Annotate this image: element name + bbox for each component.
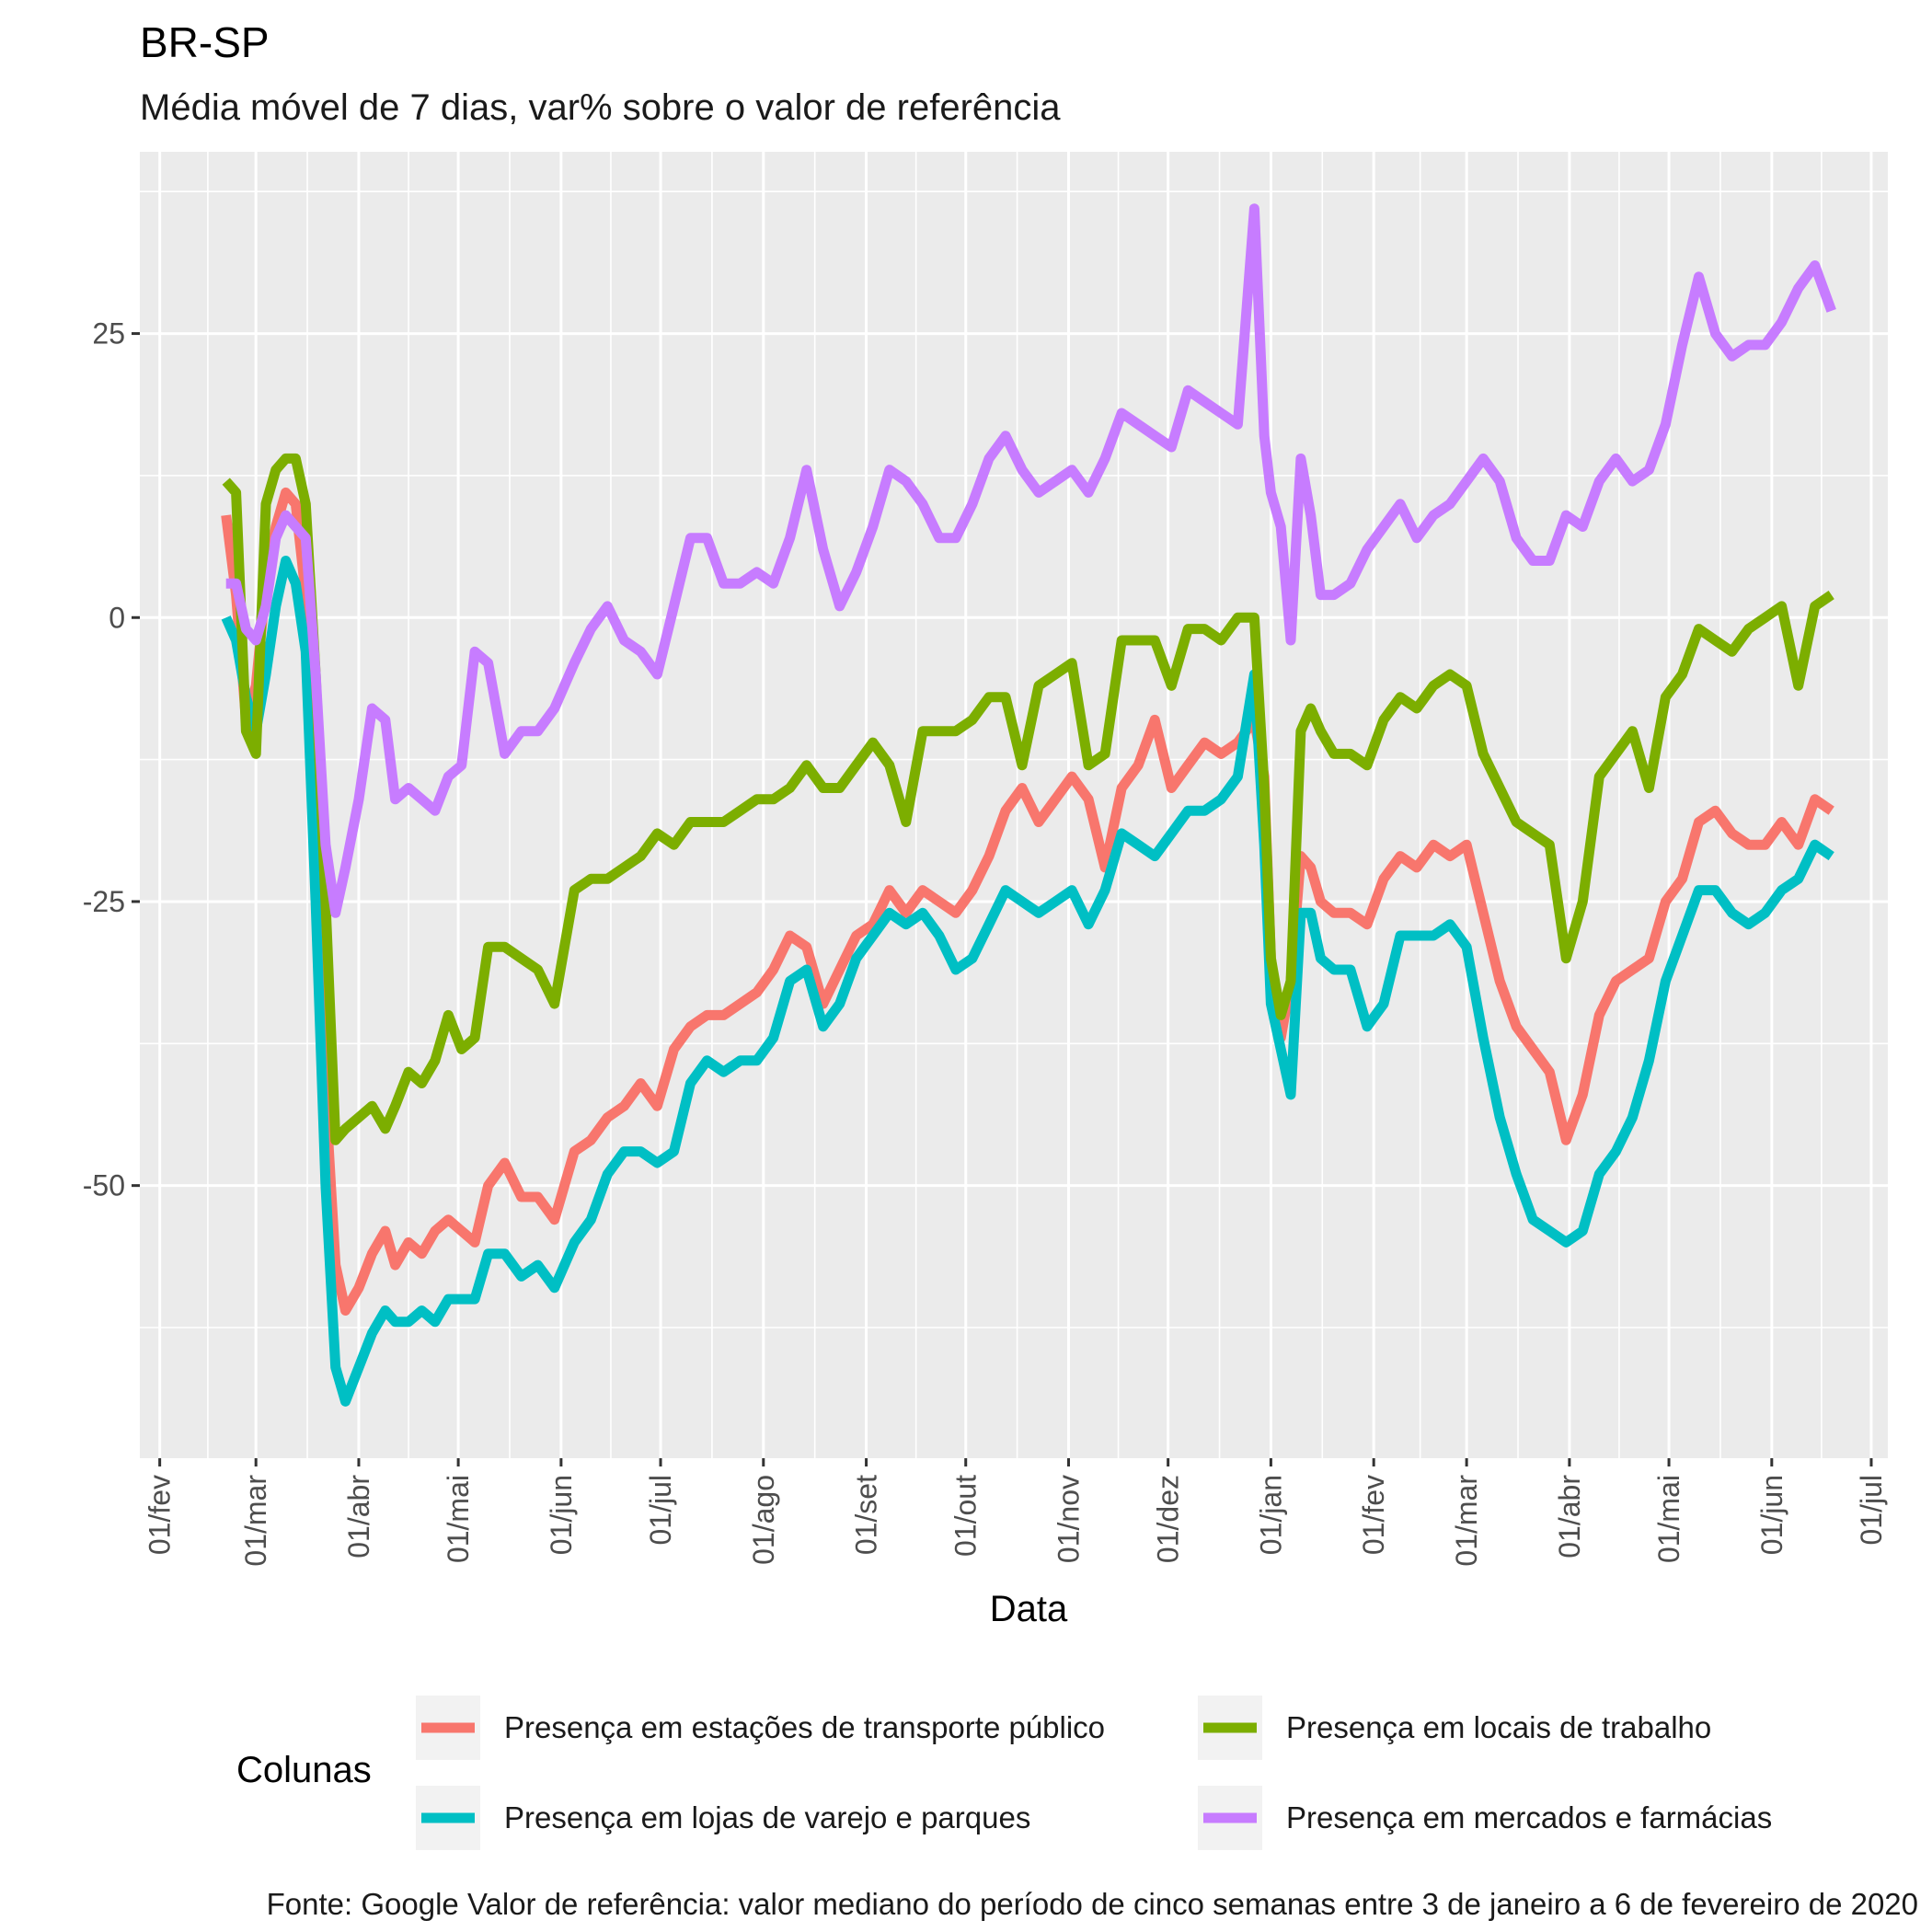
series-line-2	[221, 556, 1834, 1407]
x-axis-title: Data	[990, 1589, 1068, 1629]
y-tick-label: 0	[109, 601, 125, 634]
series-layer	[221, 203, 1836, 1407]
chart-subtitle: Média móvel de 7 dias, var% sobre o valo…	[140, 87, 1061, 128]
x-tick-label: 01/mar	[239, 1475, 272, 1567]
x-tick-label: 01/set	[850, 1475, 883, 1555]
x-tick-label: 01/mai	[442, 1475, 475, 1563]
series-line-3	[222, 453, 1834, 1145]
y-axis: -50 -25 0 25	[83, 317, 140, 1202]
x-tick-label: 01/jun	[545, 1475, 578, 1555]
legend: Colunas Presença em estações de transpor…	[236, 1696, 1772, 1850]
x-tick-label: 01/mai	[1652, 1475, 1685, 1563]
y-tick-label: -50	[83, 1169, 125, 1202]
y-tick-label: -25	[83, 885, 125, 918]
x-tick-label: 01/ago	[747, 1475, 780, 1565]
chart-caption: Fonte: Google Valor de referência: valor…	[267, 1887, 1918, 1921]
x-tick-label: 01/abr	[1553, 1475, 1586, 1558]
x-tick-label: 01/dez	[1152, 1475, 1185, 1563]
legend-label: Presença em lojas de varejo e parques	[504, 1800, 1030, 1834]
series-line-1	[221, 487, 1834, 1316]
x-axis: 01/fev 01/mar 01/abr 01/mai 01/jun 01/jul 01/a…	[144, 1458, 1888, 1567]
x-tick-label: 01/fev	[144, 1475, 177, 1555]
x-tick-label: 01/fev	[1357, 1475, 1390, 1555]
x-tick-label: 01/jul	[1855, 1475, 1888, 1546]
x-tick-label: 01/out	[949, 1475, 983, 1557]
x-tick-label: 01/jun	[1755, 1475, 1788, 1555]
chart-title: BR-SP	[140, 18, 270, 66]
legend-label: Presença em locais de trabalho	[1286, 1710, 1711, 1744]
grid-major	[140, 152, 1888, 1458]
x-tick-label: 01/jan	[1254, 1475, 1287, 1555]
y-tick-label: 25	[92, 317, 125, 351]
legend-title: Colunas	[236, 1750, 372, 1790]
series-line-4	[225, 203, 1836, 918]
x-tick-label: 01/jul	[644, 1475, 677, 1546]
legend-label: Presença em estações de transporte públi…	[504, 1710, 1105, 1744]
x-tick-label: 01/abr	[342, 1475, 375, 1558]
x-tick-label: 01/nov	[1052, 1475, 1085, 1563]
x-tick-label: 01/mar	[1450, 1475, 1483, 1567]
legend-label: Presença em mercados e farmácias	[1286, 1800, 1772, 1834]
